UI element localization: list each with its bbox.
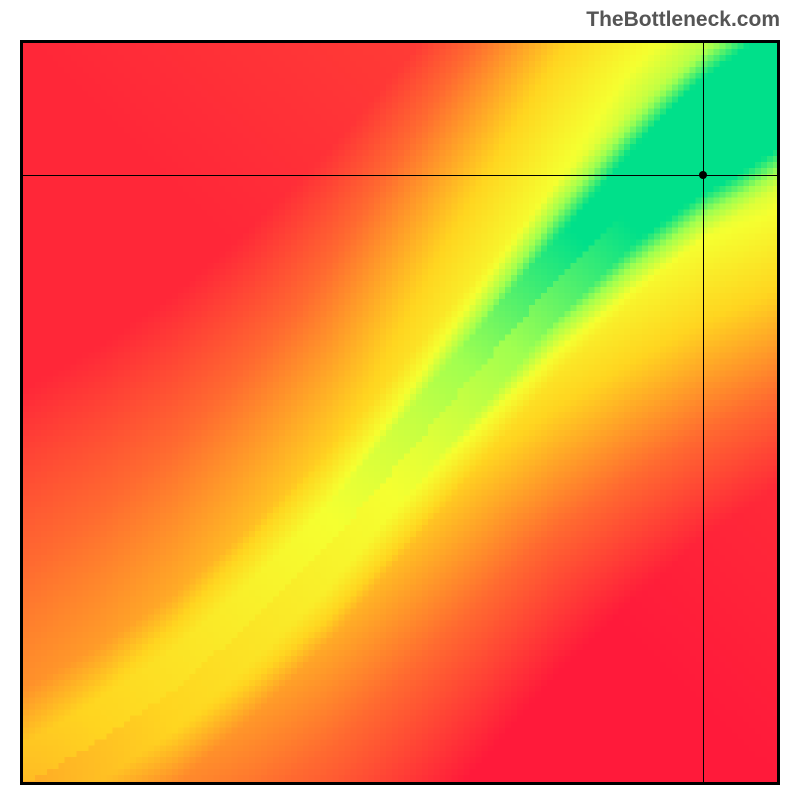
crosshair-vertical <box>703 43 704 782</box>
heatmap-canvas <box>23 43 777 782</box>
crosshair-horizontal <box>23 175 777 176</box>
watermark-text: TheBottleneck.com <box>586 8 780 32</box>
crosshair-marker <box>699 171 707 179</box>
heatmap-chart <box>20 40 780 785</box>
